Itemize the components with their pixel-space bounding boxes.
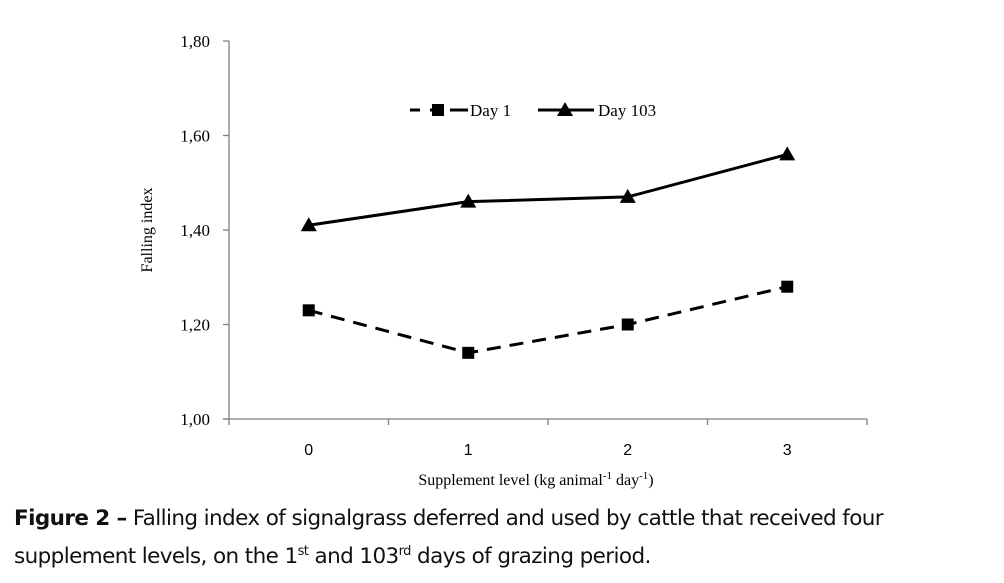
caption-sup: st xyxy=(297,543,309,559)
legend-label: Day 1 xyxy=(470,101,511,120)
triangle-marker xyxy=(300,217,317,232)
x-axis-title-part: day xyxy=(612,472,639,489)
series-day-1 xyxy=(302,280,794,359)
y-tick-label: 1,20 xyxy=(180,316,210,335)
x-ticks: 0 1 2 3 xyxy=(228,419,868,459)
x-tick-label: 3 xyxy=(783,442,792,459)
figure-caption: Figure 2 – Falling index of signalgrass … xyxy=(14,500,999,576)
series-day-103 xyxy=(300,146,796,232)
y-tick-label: 1,80 xyxy=(180,32,210,51)
legend-label: Day 103 xyxy=(598,101,656,120)
y-tick-label: 1,00 xyxy=(180,410,210,429)
series-line xyxy=(308,285,788,355)
x-axis-title: Supplement level (kg animal-1 day-1) xyxy=(418,470,653,489)
square-marker xyxy=(432,104,444,116)
axes xyxy=(223,41,867,420)
caption-sup: rd xyxy=(398,543,412,559)
x-tick-label: 0 xyxy=(304,442,313,459)
y-ticks: 1,00 1,20 1,40 1,60 1,80 xyxy=(180,32,229,429)
square-marker xyxy=(462,346,475,359)
series-line xyxy=(308,152,788,227)
x-tick-label: 1 xyxy=(464,442,473,459)
square-marker xyxy=(302,304,315,317)
x-axis-title-part: -1 xyxy=(603,470,612,482)
x-tick-label: 2 xyxy=(623,442,632,459)
x-axis-title-part: ) xyxy=(648,472,653,489)
y-tick-label: 1,60 xyxy=(180,127,210,146)
x-axis-title-part: Supplement level (kg animal xyxy=(418,472,603,489)
square-marker xyxy=(781,280,794,293)
triangle-marker xyxy=(779,146,796,161)
y-tick-label: 1,40 xyxy=(180,221,210,240)
x-axis-title-part: -1 xyxy=(639,470,648,482)
caption-label: Figure 2 – xyxy=(14,506,127,531)
caption-text: and 103 xyxy=(308,544,399,569)
triangle-marker xyxy=(557,102,573,116)
caption-text: days of grazing period. xyxy=(410,544,651,569)
caption-text: Falling index of signalgrass deferred an… xyxy=(14,506,884,569)
triangle-marker xyxy=(619,188,636,203)
square-marker xyxy=(621,318,634,331)
triangle-marker xyxy=(460,193,477,208)
legend: Day 1 Day 103 xyxy=(410,101,656,120)
series-layer xyxy=(300,146,796,359)
y-axis-title: Falling index xyxy=(139,188,156,273)
